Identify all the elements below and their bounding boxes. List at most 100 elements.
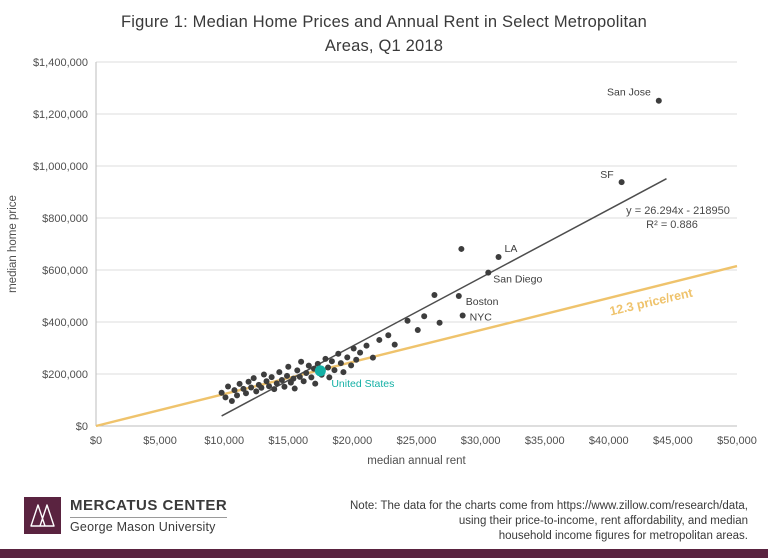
point-label-boston: Boston [466,296,499,308]
data-point [391,341,398,348]
data-point [328,358,335,365]
trend-equation: y = 26.294x - 218950 [626,205,730,217]
scatter-chart: $0 $200,000 $400,000 $600,000 $800,000 $1,000… [7,57,757,467]
data-point [308,374,315,381]
y-tick-label: $600,000 [42,265,88,277]
data-point-la [495,254,502,260]
data-point [234,392,241,399]
data-point [344,354,351,361]
footer: MERCATUS CENTER George Mason University … [24,497,748,544]
data-point [312,380,319,387]
source-note: Note: The data for the charts come from … [350,497,748,544]
source-note-line-1: Note: The data for the charts come from … [350,500,748,512]
data-point [273,380,280,387]
data-point [376,336,383,343]
data-point [353,356,360,363]
data-point [240,385,247,392]
data-point-san-jose [655,97,662,104]
point-label-san-jose: San Jose [607,87,651,99]
y-axis-title: median home price [7,195,19,293]
point-label-sf: SF [600,169,613,181]
y-tick-label: $800,000 [42,213,88,225]
point-label-san-diego: San Diego [493,274,542,286]
data-point [285,363,292,370]
data-point [298,358,305,365]
data-point [225,383,232,390]
y-tick-label: $0 [76,421,88,433]
data-point-sf [618,179,625,186]
data-point [276,369,283,376]
y-tick-label: $1,200,000 [33,109,88,121]
data-point [263,378,270,385]
data-point-san-diego [485,269,492,276]
data-point [278,376,285,383]
point-label-nyc: NYC [470,312,493,324]
source-note-line-2: using their price-to-income, rent afford… [458,514,748,527]
data-point [337,360,344,367]
data-point [325,364,332,371]
brand-divider [70,517,228,518]
data-point [218,389,225,396]
data-point-boston [455,293,462,299]
x-tick-label: $5,000 [143,435,177,447]
logo-m-glyph [30,504,55,527]
ratio-line-label: 12.3 price/rent [608,286,695,319]
data-point [260,371,267,378]
data-point [231,387,238,394]
chart-title-line-2: Areas, Q1 2018 [324,36,444,55]
data-point-united-states [314,365,326,377]
data-point [303,369,310,376]
data-point [385,332,392,339]
logo-square [24,497,61,534]
data-point [242,390,249,397]
data-point-nyc [459,312,466,319]
data-point [350,345,357,352]
data-point [253,388,260,395]
brand-text: MERCATUS CENTER George Mason University [70,497,228,534]
data-point [222,394,229,401]
chart-title: Figure 1: Median Home Prices and Annual … [0,11,768,59]
data-point [326,374,333,381]
x-tick-label: $20,000 [333,435,373,447]
x-tick-label: $50,000 [717,435,757,447]
data-point [369,354,376,361]
data-point [335,350,342,357]
brand-institution: George Mason University [70,520,216,534]
data-point [458,245,465,252]
data-point [245,378,252,385]
mercatus-brand: MERCATUS CENTER George Mason University [24,497,228,534]
data-point [340,369,347,376]
y-tick-label: $1,000,000 [33,161,88,173]
data-point [290,375,297,382]
data-point [281,383,288,390]
data-point [404,317,411,324]
data-point [268,374,275,381]
trend-r-squared: R² = 0.886 [646,219,698,231]
data-point [271,386,278,393]
data-point [266,383,273,390]
data-point [305,362,312,369]
x-tick-label: $35,000 [525,435,565,447]
y-tick-label: $400,000 [42,317,88,329]
x-tick-label: $40,000 [589,435,629,447]
data-point [258,384,265,391]
data-point [228,398,235,405]
y-tick-label: $1,400,000 [33,57,88,69]
x-tick-label: $25,000 [397,435,437,447]
point-label-united-states: United States [331,378,394,390]
x-tick-label: $15,000 [268,435,308,447]
brand-name: MERCATUS CENTER [70,497,228,514]
data-point [300,378,307,385]
x-tick-label: $0 [90,435,102,447]
x-tick-label: $10,000 [204,435,244,447]
data-point [250,375,257,382]
mercatus-logo [24,497,61,534]
data-point [436,319,443,326]
x-tick-label: $30,000 [461,435,501,447]
bottom-accent-bar [0,549,768,558]
data-point [284,372,291,379]
data-point [414,327,421,334]
data-point [363,342,370,349]
price-rent-ratio-line [95,264,738,428]
